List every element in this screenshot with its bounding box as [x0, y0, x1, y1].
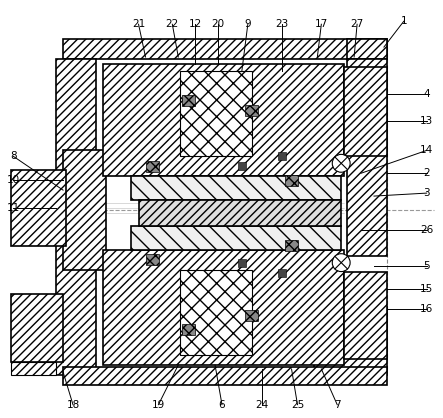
- Text: 7: 7: [334, 400, 341, 410]
- Polygon shape: [63, 150, 106, 270]
- Text: 17: 17: [315, 19, 328, 29]
- Polygon shape: [180, 71, 252, 156]
- Bar: [278, 153, 286, 161]
- Text: 3: 3: [424, 188, 430, 198]
- Text: 19: 19: [152, 400, 165, 410]
- Text: 1: 1: [400, 16, 407, 26]
- Circle shape: [332, 254, 350, 272]
- Bar: [285, 175, 298, 186]
- Bar: [56, 59, 96, 375]
- Polygon shape: [12, 170, 66, 246]
- Text: 8: 8: [10, 151, 17, 161]
- Text: 12: 12: [189, 19, 202, 29]
- Text: 4: 4: [424, 89, 430, 99]
- Bar: [278, 269, 286, 277]
- Text: 23: 23: [275, 19, 288, 29]
- Text: 26: 26: [420, 225, 433, 235]
- Bar: [146, 254, 159, 265]
- Bar: [315, 307, 387, 375]
- Text: 18: 18: [66, 400, 80, 410]
- Polygon shape: [131, 226, 341, 250]
- Bar: [182, 324, 194, 335]
- Bar: [245, 310, 258, 321]
- Text: 24: 24: [255, 400, 268, 410]
- Bar: [347, 39, 387, 59]
- Bar: [12, 294, 63, 362]
- Bar: [347, 59, 387, 256]
- Polygon shape: [180, 270, 252, 355]
- Polygon shape: [139, 200, 341, 226]
- Text: 27: 27: [350, 19, 364, 29]
- Text: 16: 16: [420, 304, 433, 314]
- Bar: [238, 162, 246, 170]
- Bar: [344, 272, 387, 359]
- Text: 9: 9: [245, 19, 251, 29]
- Text: 15: 15: [420, 285, 433, 294]
- Text: 13: 13: [420, 116, 433, 125]
- Text: 25: 25: [291, 400, 304, 410]
- Polygon shape: [103, 64, 344, 176]
- Text: 2: 2: [424, 168, 430, 178]
- Polygon shape: [12, 362, 56, 375]
- Bar: [182, 95, 194, 106]
- Bar: [344, 67, 387, 156]
- Circle shape: [332, 154, 350, 172]
- Text: 21: 21: [132, 19, 145, 29]
- Bar: [63, 367, 387, 385]
- Text: 6: 6: [219, 400, 225, 410]
- Text: 5: 5: [424, 260, 430, 270]
- Text: 11: 11: [7, 203, 20, 213]
- Bar: [285, 240, 298, 251]
- Text: 20: 20: [211, 19, 225, 29]
- Bar: [238, 259, 246, 267]
- Bar: [245, 105, 258, 116]
- Text: 10: 10: [7, 175, 20, 185]
- Bar: [146, 161, 159, 172]
- Text: 22: 22: [166, 19, 179, 29]
- Polygon shape: [103, 250, 344, 365]
- Bar: [63, 41, 387, 369]
- Polygon shape: [131, 176, 341, 200]
- Bar: [63, 39, 387, 59]
- Text: 14: 14: [420, 145, 433, 155]
